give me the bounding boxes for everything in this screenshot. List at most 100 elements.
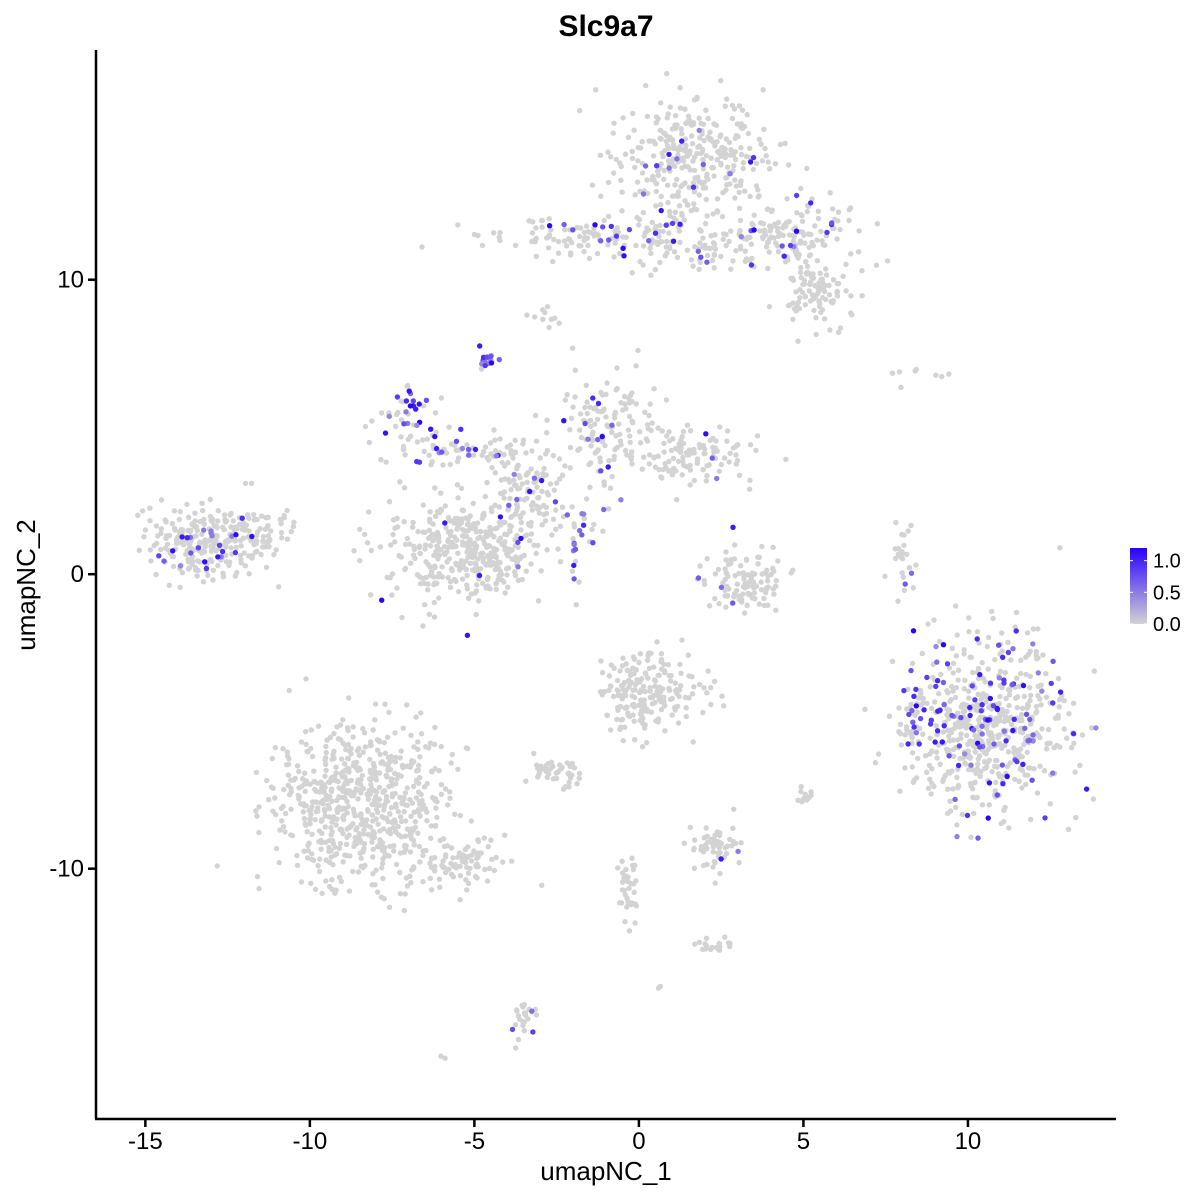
cell-point	[620, 655, 626, 661]
cell-point	[762, 145, 768, 152]
cell-point	[402, 541, 409, 547]
cell-point	[574, 781, 580, 787]
cell-point	[454, 482, 461, 488]
cell-point	[639, 170, 646, 176]
cell-point	[736, 570, 742, 577]
cell-point	[477, 343, 483, 349]
cell-point	[228, 545, 234, 551]
cell-point	[388, 753, 394, 760]
cell-point	[350, 806, 357, 812]
cell-point	[318, 839, 325, 846]
cell-point	[806, 288, 812, 294]
cell-point	[629, 390, 635, 396]
cell-point	[710, 138, 716, 145]
cell-point	[384, 734, 391, 740]
cell-point	[943, 746, 950, 752]
cell-point	[834, 293, 841, 299]
cell-point	[410, 524, 416, 530]
cell-point	[837, 325, 844, 331]
cell-point	[556, 456, 563, 462]
cell-point	[913, 729, 919, 736]
cell-point	[559, 472, 566, 478]
cell-point	[816, 303, 823, 310]
cell-point	[667, 208, 673, 215]
cell-point	[617, 726, 623, 732]
cell-point	[308, 811, 314, 818]
cell-point	[934, 755, 940, 761]
cell-point	[583, 382, 589, 388]
cell-point	[743, 153, 749, 159]
cell-point	[640, 209, 647, 216]
cell-point	[739, 599, 745, 605]
cell-point	[401, 907, 407, 914]
cell-point	[205, 572, 211, 578]
cell-point	[436, 595, 442, 601]
cell-point	[529, 230, 536, 236]
cell-point	[431, 868, 438, 874]
cell-point	[706, 135, 712, 141]
cell-point	[704, 252, 711, 259]
cell-point	[834, 288, 840, 295]
cell-point	[913, 686, 919, 693]
cell-point	[509, 858, 515, 864]
cell-point	[635, 158, 641, 164]
cell-point	[577, 411, 584, 417]
cell-point	[410, 398, 416, 404]
cell-point	[420, 623, 426, 629]
cell-point	[576, 233, 583, 240]
cell-point	[743, 556, 750, 562]
cell-point	[535, 774, 541, 780]
cell-point	[587, 484, 593, 490]
cell-point	[438, 782, 445, 788]
cell-point	[466, 452, 472, 458]
cell-point	[691, 847, 697, 853]
cell-point	[367, 824, 374, 830]
cell-point	[242, 563, 249, 569]
cell-point	[367, 776, 373, 782]
cell-point	[736, 205, 743, 211]
cell-point	[416, 544, 422, 551]
cell-point	[718, 856, 724, 862]
cell-point	[847, 205, 854, 211]
cell-point	[473, 545, 479, 552]
cell-point	[552, 499, 559, 505]
cell-point	[637, 258, 643, 265]
cell-point	[392, 790, 398, 797]
cell-point	[580, 522, 587, 528]
cell-point	[590, 540, 596, 546]
cell-point	[741, 576, 747, 582]
cell-point	[1018, 712, 1025, 718]
cell-point	[142, 527, 149, 533]
cell-point	[917, 687, 924, 694]
cell-point	[763, 585, 770, 591]
cell-point	[696, 441, 703, 448]
cell-point	[393, 754, 399, 761]
cell-point	[735, 133, 741, 140]
cell-point	[772, 161, 779, 167]
cell-point	[426, 745, 432, 751]
cell-point	[603, 414, 609, 420]
cell-point	[672, 209, 678, 215]
cell-point	[438, 743, 444, 750]
cell-point	[617, 438, 624, 444]
cell-point	[1003, 738, 1009, 744]
cell-point	[457, 863, 463, 869]
cell-point	[744, 112, 750, 118]
cell-point	[490, 560, 496, 566]
cell-point	[736, 472, 743, 478]
cell-point	[746, 486, 753, 492]
cell-point	[797, 240, 803, 246]
cell-point	[739, 107, 746, 113]
cell-point	[538, 763, 544, 769]
cell-point	[998, 820, 1004, 827]
cell-point	[520, 441, 526, 447]
cell-point	[648, 709, 655, 715]
cell-point	[958, 714, 964, 721]
cell-point	[420, 852, 426, 859]
cell-point	[985, 815, 991, 821]
cell-point	[730, 524, 736, 530]
cell-point	[438, 395, 445, 401]
cell-point	[991, 741, 997, 747]
cell-point	[288, 777, 294, 783]
cell-point	[201, 516, 207, 523]
